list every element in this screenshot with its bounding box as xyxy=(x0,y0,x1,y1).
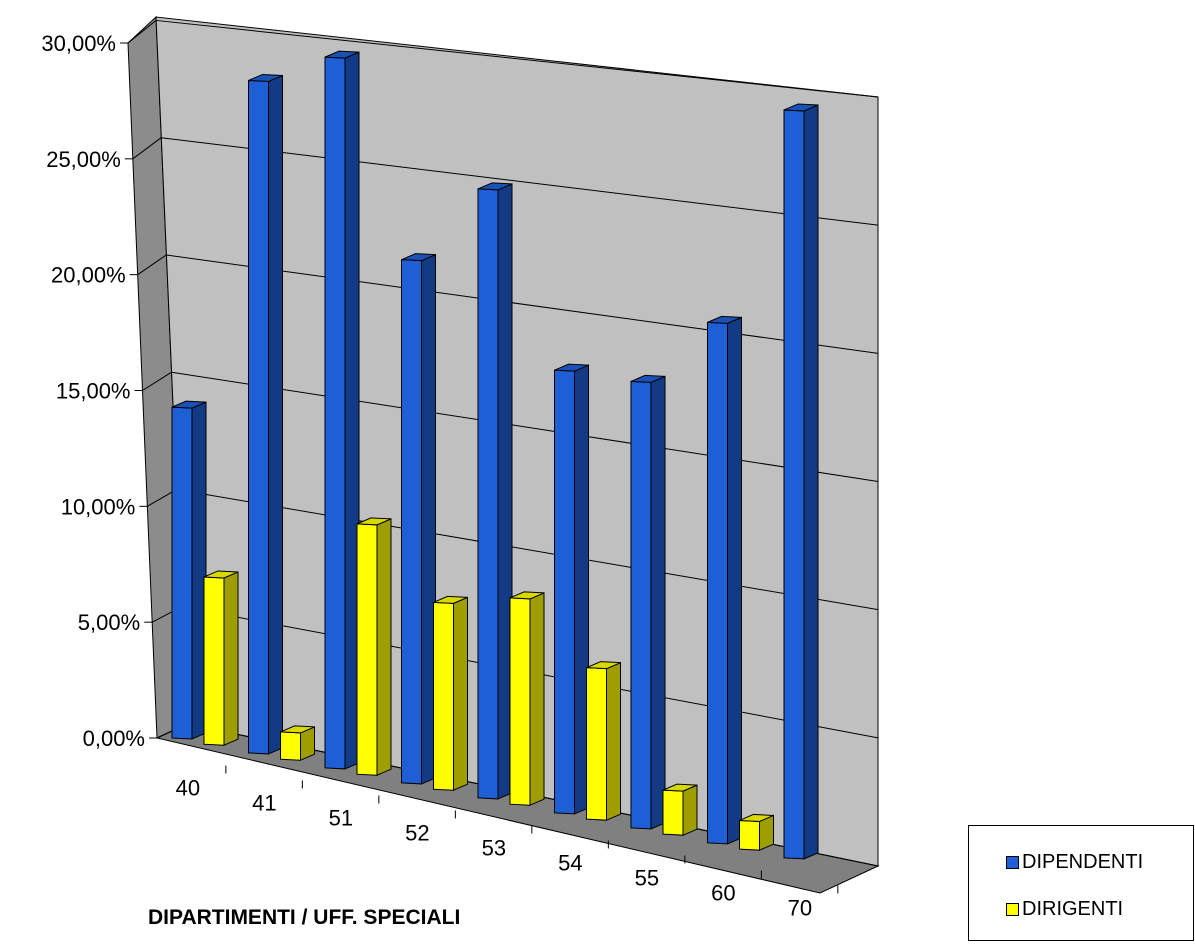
bar-dipendenti-54-top xyxy=(554,363,589,372)
bar-dirigenti-40-front xyxy=(203,576,225,746)
bar-dipendenti-51-top xyxy=(324,50,360,59)
bar-dirigenti-40-side xyxy=(223,571,239,746)
bar-dipendenti-40 xyxy=(171,400,207,740)
y-tick-labels: 0,00% 5,00% 10,00% 15,00% 20,00% 25,00% 30,00% xyxy=(41,31,145,751)
bar-dipendenti-55-side xyxy=(650,375,666,830)
bar-dirigenti-41-top xyxy=(280,725,315,734)
x-tick-label: 60 xyxy=(711,880,735,905)
bar-dipendenti-55-top xyxy=(630,374,666,383)
bar-dipendenti-54 xyxy=(554,363,589,815)
legend-item-dirigenti: DIRIGENTI xyxy=(1006,898,1123,921)
bar-dipendenti-55 xyxy=(630,374,666,830)
bar-dirigenti-53-front xyxy=(509,597,531,806)
bar-dipendenti-52-front xyxy=(401,259,422,785)
gridline xyxy=(155,19,879,98)
x-tick-label: 51 xyxy=(329,805,353,830)
bar-dirigenti-54-side xyxy=(606,661,621,821)
gridline-side xyxy=(127,20,157,44)
bar-dipendenti-53-top xyxy=(477,182,513,191)
bar-dipendenti-53 xyxy=(477,182,513,800)
x-tick-labels: 40 41 51 52 53 54 55 60 70 xyxy=(176,765,839,920)
bar-dirigenti-41-front xyxy=(280,731,301,761)
x-tick-label: 54 xyxy=(558,850,582,875)
bar-dirigenti-40-top xyxy=(203,570,239,579)
y-tick-label: 30,00% xyxy=(41,31,116,56)
bars xyxy=(171,50,819,860)
bar-dipendenti-52-top xyxy=(401,253,436,262)
gridline xyxy=(171,371,879,482)
bar-dipendenti-70-side xyxy=(803,104,819,860)
bar-dipendenti-41-top xyxy=(248,73,283,82)
legend-label-dipendenti: DIPENDENTI xyxy=(1022,851,1144,873)
bar-dirigenti-54-top xyxy=(586,661,621,670)
bar-dipendenti-54-front xyxy=(554,369,575,815)
bar-dirigenti-52 xyxy=(433,595,468,791)
bar-dirigenti-51-front xyxy=(356,523,378,776)
x-tick-label: 52 xyxy=(405,820,429,845)
y-tick-label: 15,00% xyxy=(56,379,131,404)
gridline-side xyxy=(132,137,162,160)
x-tick-label: 70 xyxy=(788,895,812,920)
bar-dipendenti-52 xyxy=(401,253,436,785)
bar-dipendenti-51-front xyxy=(324,56,346,770)
bar-dipendenti-41-side xyxy=(268,74,283,755)
bar-dirigenti-52-front xyxy=(433,601,454,791)
bar-dirigenti-52-side xyxy=(453,596,468,791)
bar-dirigenti-60-top xyxy=(739,813,774,822)
bar-dirigenti-51 xyxy=(356,517,392,776)
legend: DIPENDENTI DIRIGENTI xyxy=(968,825,1194,941)
x-tick-label: 41 xyxy=(252,790,276,815)
bar-dirigenti-55-top xyxy=(662,783,698,792)
legend-label-dirigenti: DIRIGENTI xyxy=(1022,898,1124,920)
y-tick-label: 5,00% xyxy=(78,610,140,635)
bar-dirigenti-51-side xyxy=(376,518,392,776)
bar-dipendenti-60-side xyxy=(727,316,742,845)
bar-dipendenti-41-front xyxy=(248,79,269,755)
bar-dirigenti-55-side xyxy=(682,784,698,836)
bar-dipendenti-40-front xyxy=(171,406,193,740)
legend-swatch-dipendenti xyxy=(1006,856,1019,869)
gridline xyxy=(176,488,879,611)
gridline-side xyxy=(137,254,167,276)
bar-dipendenti-60-top xyxy=(707,315,742,324)
bar-dipendenti-41 xyxy=(248,73,283,755)
bar-dirigenti-60 xyxy=(739,813,774,851)
bar-dipendenti-60-front xyxy=(707,321,728,845)
gridline xyxy=(166,254,879,354)
bar-dipendenti-70-front xyxy=(783,109,805,860)
bar-dirigenti-53 xyxy=(509,591,545,806)
bar-dipendenti-55-front xyxy=(630,380,652,830)
y-tick-label: 20,00% xyxy=(51,263,126,288)
bar-dirigenti-53-top xyxy=(509,591,545,600)
x-tick-label: 55 xyxy=(635,865,659,890)
y-tick-label: 25,00% xyxy=(46,147,121,172)
bar-dirigenti-54-front xyxy=(586,667,607,821)
bar-dipendenti-70 xyxy=(783,103,819,860)
bar-dirigenti-60-front xyxy=(739,819,760,851)
bar-dirigenti-53-side xyxy=(529,592,545,806)
x-tick-label: 40 xyxy=(176,775,200,800)
bar-dipendenti-51 xyxy=(324,50,360,770)
gridline-side xyxy=(142,371,172,391)
bar-dirigenti-55-front xyxy=(662,789,684,836)
x-axis-title: DIPARTIMENTI / UFF. SPECIALI xyxy=(148,906,460,929)
bar-dirigenti-52-top xyxy=(433,595,468,604)
bar-dipendenti-60 xyxy=(707,315,742,845)
y-tick-label: 0,00% xyxy=(83,726,145,751)
bar-dipendenti-53-front xyxy=(477,188,499,800)
bar-dipendenti-70-top xyxy=(783,103,819,112)
bar-dirigenti-41 xyxy=(280,725,315,761)
bar-dipendenti-40-top xyxy=(171,400,207,409)
bar-dirigenti-51-top xyxy=(356,517,392,526)
bar-dirigenti-55 xyxy=(662,783,698,836)
bar-dirigenti-40 xyxy=(203,570,239,746)
legend-swatch-dirigenti xyxy=(1006,903,1019,916)
y-tick-label: 10,00% xyxy=(61,494,136,519)
x-tick-label: 53 xyxy=(482,835,506,860)
legend-item-dipendenti: DIPENDENTI xyxy=(1006,851,1143,874)
bar-dirigenti-54 xyxy=(586,661,621,821)
